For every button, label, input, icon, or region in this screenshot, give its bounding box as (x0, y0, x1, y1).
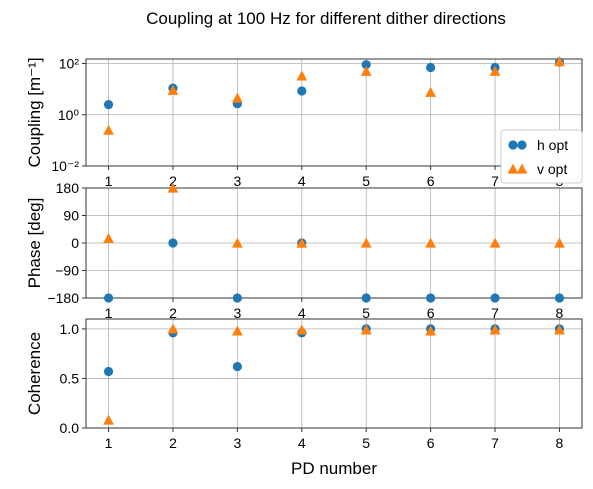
x-tick-label: 5 (362, 173, 370, 189)
v-opt-point (554, 237, 565, 248)
h-opt-point (103, 99, 114, 110)
y-axis-label: Phase [deg] (25, 198, 44, 289)
h-opt-point (232, 361, 242, 372)
y-tick-label: 90 (63, 208, 79, 224)
legend-label: h opt (537, 137, 568, 153)
legend-marker-h-opt (508, 140, 518, 150)
v-opt-point (231, 92, 243, 103)
x-tick-label: 4 (298, 173, 306, 189)
x-tick-label: 6 (427, 173, 435, 189)
y-tick-label: −180 (47, 290, 79, 306)
legend-marker-h-opt (517, 140, 527, 150)
axes-frame (85, 318, 583, 429)
data-points (103, 182, 565, 303)
panel-coherence: 0.0 0.5 1.0 1 2 3 4 5 6 7 8 Coherence (25, 318, 583, 451)
v-opt-point (489, 324, 501, 335)
h-opt-point (426, 62, 436, 73)
v-opt-point (296, 70, 308, 81)
x-tick-label: 3 (233, 305, 241, 321)
x-tick-label: 1 (105, 305, 113, 321)
h-opt-point (490, 293, 500, 303)
x-tick-label: 7 (491, 173, 499, 189)
v-opt-point (231, 325, 243, 336)
y-axis-label: Coupling [m⁻¹] (25, 57, 44, 167)
x-tick-label: 2 (169, 305, 177, 321)
x-tick-label: 6 (427, 305, 435, 321)
v-opt-point (360, 237, 372, 248)
h-opt-point (297, 86, 307, 96)
v-opt-point (425, 325, 437, 336)
v-opt-point (167, 323, 179, 334)
x-axis-label: PD number (291, 459, 377, 478)
x-tick-label: 2 (169, 173, 177, 189)
legend-label: v opt (537, 161, 567, 177)
v-opt-point (425, 237, 437, 248)
x-tick-label: 4 (298, 435, 306, 451)
y-tick-label: 10⁻² (51, 158, 79, 174)
v-opt-point (554, 56, 565, 67)
panel-phase: −180 −90 0 90 180 1 2 3 4 5 6 7 8 Phase [deg] (25, 180, 583, 321)
v-opt-point (296, 237, 308, 248)
v-opt-point (103, 124, 114, 135)
v-opt-point (425, 86, 437, 97)
x-tick-label: 5 (362, 305, 370, 321)
y-tick-label: 10² (59, 56, 80, 72)
v-opt-point (103, 414, 114, 425)
legend-marker-v-opt (507, 163, 519, 174)
x-tick-label: 2 (169, 435, 177, 451)
y-axis-label: Coherence (25, 332, 44, 415)
h-opt-point (426, 293, 436, 303)
data-points (103, 56, 565, 135)
axes-frame (85, 58, 583, 167)
h-opt-point (361, 60, 371, 70)
x-tick-label: 1 (105, 173, 113, 189)
x-tick-label: 4 (298, 305, 306, 321)
h-opt-point (168, 238, 178, 248)
v-opt-point (231, 237, 243, 248)
v-opt-point (167, 84, 179, 95)
x-tick-label: 7 (491, 305, 499, 321)
x-tick-label: 3 (233, 173, 241, 189)
x-tick-label: 3 (233, 435, 241, 451)
v-opt-point (296, 324, 308, 335)
panel-coupling: 10⁻²10⁰10²12345678Coupling [m⁻¹] (25, 56, 583, 189)
x-tick-label: 7 (491, 435, 499, 451)
h-opt-point (361, 293, 371, 303)
x-tick-label: 6 (427, 435, 435, 451)
h-opt-point (103, 366, 114, 377)
y-tick-label: 0.5 (60, 370, 80, 386)
y-tick-label: 180 (56, 180, 80, 196)
x-tick-label: 5 (362, 435, 370, 451)
v-opt-point (489, 65, 501, 76)
v-opt-point (554, 324, 565, 335)
figure-title: Coupling at 100 Hz for different dither … (146, 9, 506, 28)
h-opt-point (554, 293, 565, 303)
v-opt-point (360, 65, 372, 76)
legend-marker-v-opt (516, 163, 528, 174)
v-opt-point (360, 324, 372, 335)
v-opt-point (167, 182, 179, 193)
x-tick-label: 8 (556, 435, 564, 451)
y-tick-label: 0.0 (60, 420, 80, 436)
h-opt-point (103, 293, 114, 303)
data-points (103, 323, 565, 425)
x-tick-label: 1 (105, 435, 113, 451)
panels: 10⁻² 10⁰ 10² 1 2 3 4 5 6 7 8 Coupling [m⁻¹] −180 −90 0… (25, 56, 583, 451)
y-tick-label: −90 (55, 263, 79, 279)
v-opt-point (103, 233, 114, 244)
y-tick-label: 10⁰ (58, 107, 80, 123)
x-tick-label: 8 (556, 305, 564, 321)
v-opt-point (489, 237, 501, 248)
y-tick-label: 0 (71, 235, 79, 251)
legend: h opt v opt (500, 129, 583, 184)
y-tick-label: 1.0 (60, 321, 80, 337)
h-opt-point (232, 293, 242, 303)
